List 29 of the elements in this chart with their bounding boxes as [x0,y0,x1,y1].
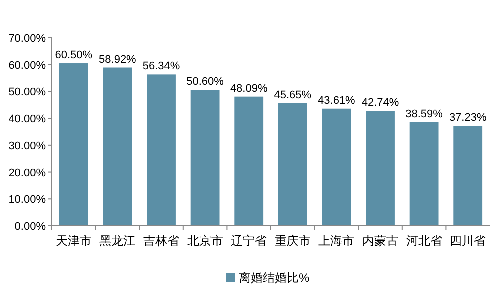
x-tick-label: 吉林省 [144,234,180,248]
data-label: 42.74% [362,97,400,110]
x-tick-label: 天津市 [56,234,92,248]
legend-label: 离婚结婚比% [239,271,310,285]
y-tick-label: 20.00% [8,167,46,180]
y-tick-label: 70.00% [8,33,46,45]
x-tick-label: 黑龙江 [100,234,136,248]
data-label: 45.65% [274,89,312,102]
y-tick-label: 50.00% [8,86,46,99]
y-tick-label: 60.00% [8,60,46,72]
data-label: 48.09% [230,82,268,95]
data-label: 38.59% [406,108,444,120]
data-label: 37.23% [449,112,487,124]
y-tick-label: 40.00% [8,114,46,126]
x-tick-label: 北京市 [187,234,224,248]
data-label: 56.34% [142,60,180,73]
x-tick-label: 四川省 [450,234,486,248]
data-label: 50.60% [186,76,224,88]
data-label: 43.61% [318,94,356,107]
x-tick-label: 河北省 [406,234,442,248]
data-label: 60.50% [55,50,93,62]
data-label: 58.92% [99,54,137,66]
x-tick-label: 上海市 [318,234,355,248]
y-tick-label: 10.00% [8,194,46,206]
y-tick-label: 0.00% [14,221,46,233]
x-tick-label: 内蒙古 [362,234,398,248]
y-tick-label: 30.00% [8,140,46,152]
x-tick-label: 辽宁省 [231,234,268,248]
x-tick-label: 重庆市 [274,234,311,248]
